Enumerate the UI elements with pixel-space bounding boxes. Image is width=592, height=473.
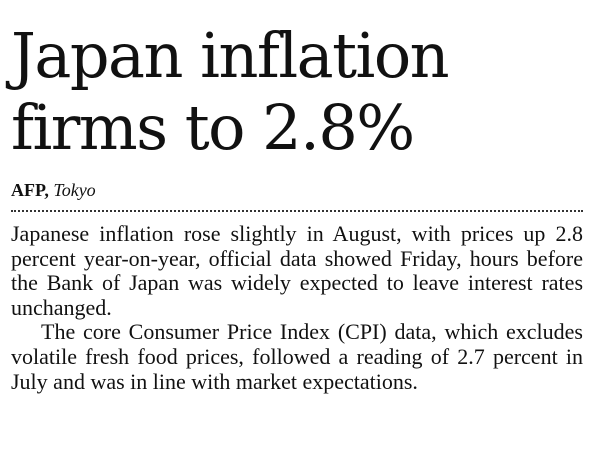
byline: AFP, Tokyo [11,179,583,201]
dotted-divider [11,210,583,212]
headline-line-2: firms to 2.8% [11,91,415,164]
byline-city: Tokyo [53,180,96,200]
headline: Japan inflation firms to 2.8% [11,0,583,164]
byline-agency: AFP, [11,180,49,200]
body-paragraph: Japanese inflation rose slightly in Augu… [11,221,583,320]
headline-line-1: Japan inflation [11,19,450,92]
body-paragraph: The core Consumer Price Index (CPI) data… [11,319,583,394]
news-article: Japan inflation firms to 2.8% AFP, Tokyo… [11,0,583,394]
article-body: Japanese inflation rose slightly in Augu… [11,221,583,394]
